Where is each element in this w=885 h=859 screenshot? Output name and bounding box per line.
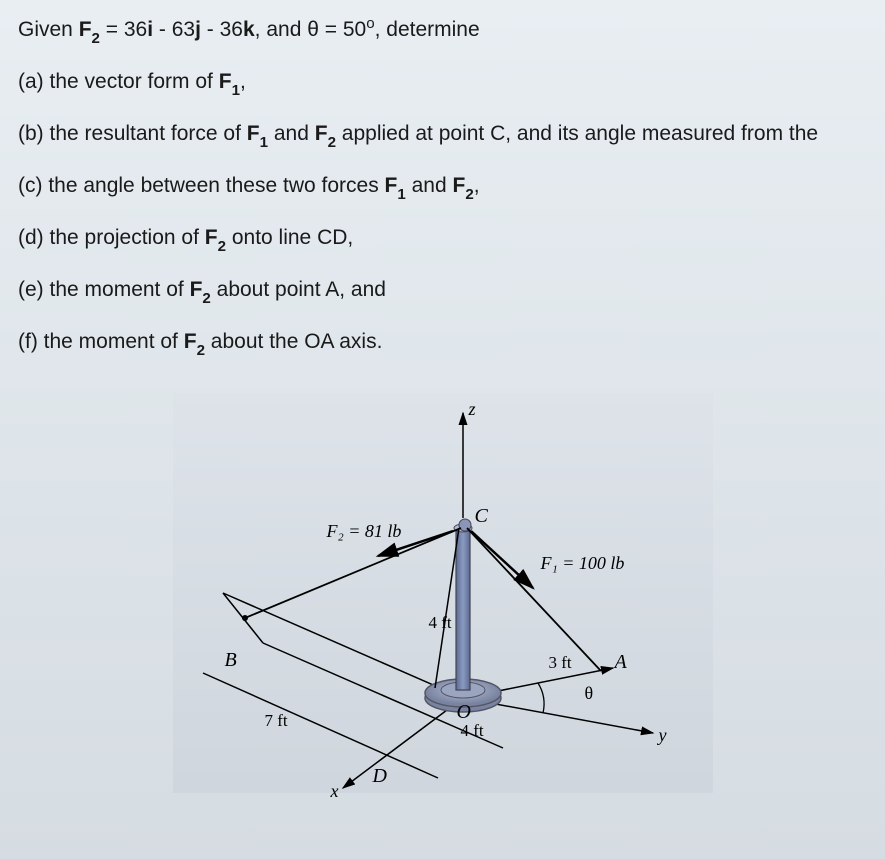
c-end: , (474, 174, 480, 197)
point-a-label: A (615, 651, 627, 674)
b-s1: 1 (260, 134, 268, 151)
point-c-label: C (475, 505, 488, 528)
given-eq: = 36 (100, 18, 147, 41)
y-axis-label: y (659, 725, 667, 746)
part-e: (e) the moment of F2 about point A, and (18, 270, 867, 312)
dim-4ft-vertical: 4 ft (429, 613, 452, 633)
b-end: applied at point C, and its angle measur… (336, 122, 818, 145)
c-s2: 2 (465, 186, 473, 203)
a-f: F (219, 70, 232, 93)
f-s: 2 (197, 342, 205, 359)
f-end: about the OA axis. (205, 330, 382, 353)
d-end: onto line CD, (226, 226, 353, 249)
a-pre: (a) the vector form of (18, 70, 219, 93)
f-f: F (184, 330, 197, 353)
deg-sym: o (366, 15, 374, 32)
e-pre: (e) the moment of (18, 278, 190, 301)
given-line: Given F2 = 36i - 63j - 36k, and θ = 50o,… (18, 10, 867, 52)
point-d-label: D (373, 765, 387, 788)
f2-subscript: 2 (92, 30, 100, 47)
f-pre: (f) the moment of (18, 330, 184, 353)
b-mid: and (268, 122, 315, 145)
part-f: (f) the moment of F2 about the OA axis. (18, 322, 867, 364)
a-end: , (240, 70, 246, 93)
part-a: (a) the vector form of F1, (18, 62, 867, 104)
c-pre: (c) the angle between these two forces (18, 174, 385, 197)
g-m2: - 36 (201, 18, 243, 41)
a-sub: 1 (232, 82, 240, 99)
c-f1: F (385, 174, 398, 197)
theta-label: θ (585, 683, 594, 704)
c-mid: and (406, 174, 453, 197)
d-f: F (205, 226, 218, 249)
e-s: 2 (202, 290, 210, 307)
f1-force-label: F₁ = 100 lb (541, 553, 625, 574)
part-d: (d) the projection of F2 onto line CD, (18, 218, 867, 260)
given-prefix: Given (18, 18, 79, 41)
part-b: (b) the resultant force of F1 and F2 app… (18, 114, 867, 156)
part-c: (c) the angle between these two forces F… (18, 166, 867, 208)
f2-force-label: F₂ = 81 lb (327, 521, 402, 542)
g-m1: - 63 (153, 18, 195, 41)
dim-3ft: 3 ft (549, 653, 572, 673)
diagram: z y x C B A D O θ F₂ = 81 lb F₁ = 100 lb… (173, 393, 713, 793)
diagram-svg (173, 393, 713, 793)
f2-sym: F (79, 18, 92, 41)
b-f1: F (247, 122, 260, 145)
k-vec: k (243, 18, 255, 41)
d-pre: (d) the projection of (18, 226, 205, 249)
e-end: about point A, and (211, 278, 386, 301)
dim-7ft: 7 ft (265, 711, 288, 731)
c-f2: F (453, 174, 466, 197)
dim-4ft-horizontal: 4 ft (461, 721, 484, 741)
b-pre: (b) the resultant force of (18, 122, 247, 145)
d-s: 2 (218, 238, 226, 255)
point-b-label: B (225, 649, 237, 672)
b-f2: F (315, 122, 328, 145)
g-end: , determine (375, 18, 480, 41)
x-axis-label: x (331, 781, 339, 802)
b-s2: 2 (328, 134, 336, 151)
z-axis-label: z (469, 399, 476, 420)
c-s1: 1 (397, 186, 405, 203)
g-theta: , and θ = 50 (255, 18, 367, 41)
e-f: F (190, 278, 203, 301)
